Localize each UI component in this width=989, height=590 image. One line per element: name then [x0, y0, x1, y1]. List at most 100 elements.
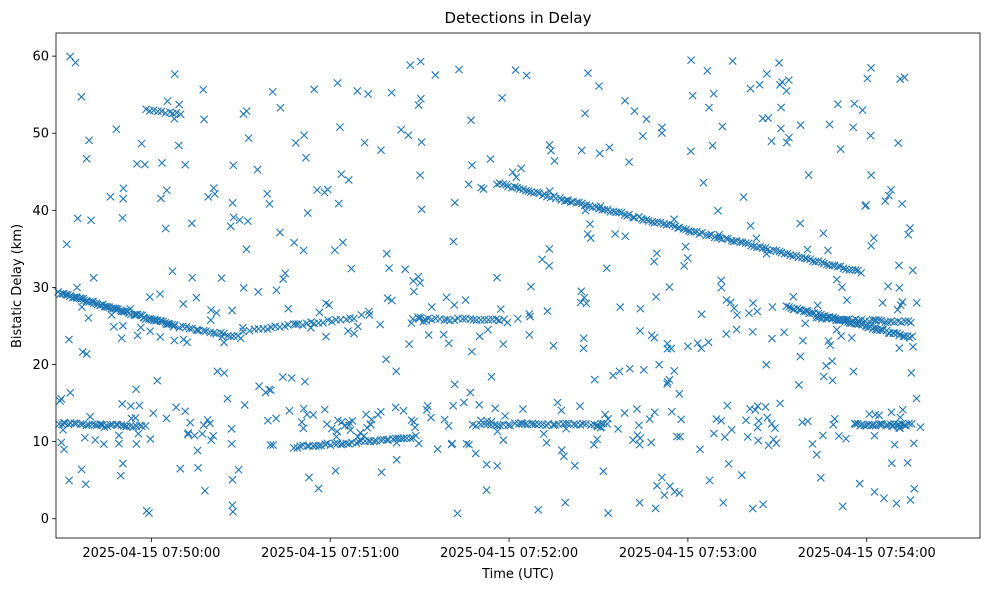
detection-point	[213, 367, 222, 376]
detection-point	[369, 437, 378, 446]
detection-point	[663, 339, 672, 348]
detection-point	[771, 424, 779, 433]
detection-point	[767, 334, 776, 343]
detection-point	[200, 115, 209, 124]
detection-point	[549, 341, 558, 350]
detection-point	[869, 233, 878, 242]
detection-point	[703, 66, 712, 75]
detection-point	[837, 283, 846, 292]
detection-point	[562, 424, 571, 433]
detection-point	[900, 73, 909, 82]
detection-point	[579, 334, 588, 343]
detection-point	[387, 88, 396, 97]
detection-point	[526, 312, 535, 321]
detection-point	[753, 307, 762, 316]
detection-point	[621, 96, 630, 105]
detection-point	[309, 410, 318, 419]
detection-point	[492, 180, 501, 189]
detection-point	[888, 422, 897, 431]
detection-point	[589, 440, 598, 449]
detection-point	[884, 282, 893, 291]
y-tick-label: 40	[32, 204, 49, 219]
detection-point	[546, 146, 555, 155]
detection-point	[909, 439, 918, 448]
detection-point	[506, 421, 515, 430]
detection-point	[212, 329, 221, 338]
detection-point	[898, 199, 907, 208]
detection-point	[657, 129, 666, 138]
detection-point	[719, 498, 728, 507]
detection-point	[449, 237, 458, 246]
detection-point	[693, 339, 702, 348]
detection-point	[482, 486, 491, 495]
detection-point	[723, 401, 732, 410]
detection-point	[193, 326, 202, 335]
detection-point	[281, 269, 290, 278]
detection-point	[118, 321, 127, 330]
detection-point	[156, 290, 165, 299]
detection-point	[467, 347, 476, 356]
detection-point	[493, 427, 502, 436]
detection-point	[275, 323, 284, 332]
detection-point	[77, 92, 86, 101]
detection-point	[376, 146, 385, 155]
detection-point	[352, 439, 361, 448]
detection-point	[884, 191, 893, 200]
detection-point	[722, 296, 731, 304]
detection-point	[296, 442, 305, 451]
detection-point	[679, 224, 688, 233]
detection-point	[602, 264, 611, 273]
detection-point	[593, 435, 602, 444]
detection-point	[240, 400, 249, 409]
detection-point	[290, 238, 299, 247]
detection-point	[916, 423, 925, 432]
detection-point	[890, 329, 899, 338]
detection-point	[306, 323, 315, 332]
detection-point	[651, 504, 660, 513]
detection-point	[82, 154, 91, 163]
detection-point	[599, 467, 608, 476]
detection-point	[508, 168, 517, 177]
detection-point	[733, 311, 742, 319]
detection-point	[726, 298, 735, 307]
x-axis-label: Time (UTC)	[481, 567, 554, 582]
detection-point	[663, 380, 672, 389]
detection-point	[207, 436, 216, 445]
detection-point	[493, 461, 502, 470]
detection-point	[796, 219, 805, 228]
detection-point	[385, 264, 394, 273]
detection-point	[254, 287, 263, 296]
detection-point	[401, 265, 410, 274]
detection-point	[830, 414, 839, 423]
detection-point	[542, 438, 551, 447]
detection-point	[787, 304, 796, 313]
detection-point	[510, 182, 519, 191]
detection-point	[289, 443, 298, 452]
detection-point	[839, 264, 848, 273]
detection-point	[752, 234, 761, 243]
detection-point	[235, 216, 244, 225]
detection-point	[868, 324, 877, 333]
detection-point	[391, 403, 400, 412]
detection-point	[603, 419, 612, 428]
detection-point	[118, 213, 127, 222]
detection-point	[777, 103, 786, 112]
detection-point	[465, 440, 474, 449]
detection-point	[550, 156, 559, 165]
detection-point	[818, 431, 827, 440]
detection-point	[825, 120, 834, 129]
detection-point	[910, 484, 919, 493]
detection-point	[798, 418, 807, 427]
detection-point	[454, 65, 463, 74]
detection-point	[904, 230, 913, 239]
detection-point	[263, 189, 272, 198]
detection-point	[837, 331, 846, 340]
detection-point	[120, 307, 129, 316]
detection-point	[727, 425, 736, 434]
detection-point	[335, 123, 344, 132]
detection-point	[907, 368, 916, 377]
detection-point	[112, 125, 121, 134]
detection-point	[813, 301, 822, 310]
detection-point	[320, 405, 329, 414]
detection-point	[879, 494, 888, 503]
